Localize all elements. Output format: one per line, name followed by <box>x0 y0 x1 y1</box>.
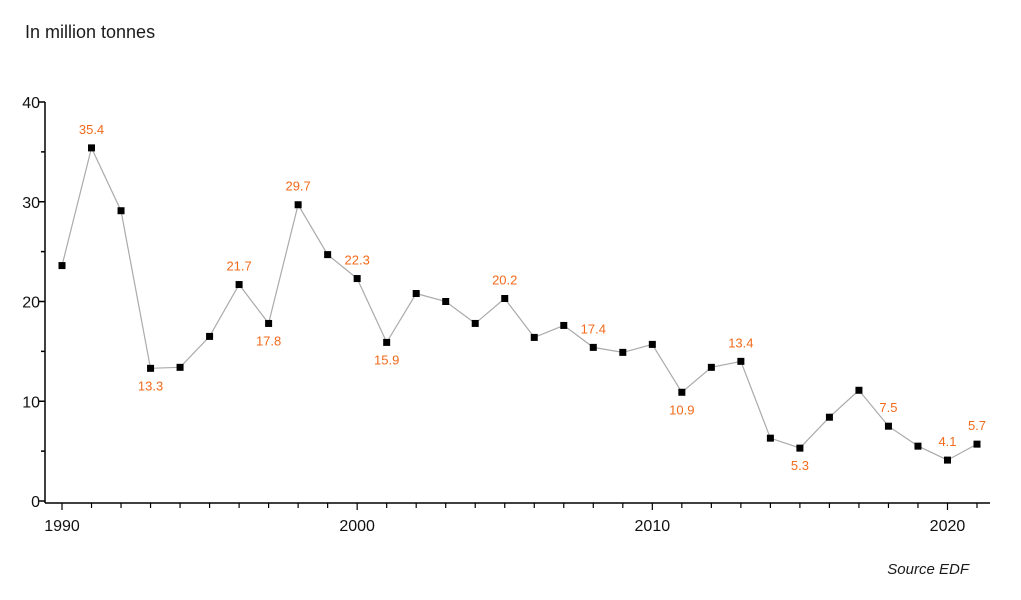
y-tick-label: 40 <box>22 95 40 112</box>
data-label-1996: 21.7 <box>226 259 251 274</box>
data-label-2001: 15.9 <box>374 352 399 367</box>
source-label: Source EDF <box>887 561 969 578</box>
data-point-2015 <box>796 444 804 452</box>
data-label-1998: 29.7 <box>285 179 310 194</box>
data-label-2015: 5.3 <box>791 458 809 473</box>
x-tick-label: 2000 <box>339 518 375 535</box>
data-point-2000 <box>353 275 361 283</box>
data-point-2005 <box>501 295 509 303</box>
data-point-1990 <box>58 262 66 270</box>
data-labels: 35.4 13.3 21.7 17.8 29.7 22.3 15.9 20.2 17.4 10.9… <box>79 122 986 473</box>
data-point-1995 <box>206 332 214 340</box>
data-point-2007 <box>560 321 568 329</box>
data-point-2004 <box>471 319 479 327</box>
data-point-1992 <box>117 207 125 215</box>
x-tick-label: 2010 <box>635 518 671 535</box>
data-label-1993: 13.3 <box>138 378 163 393</box>
data-point-2010 <box>648 340 656 348</box>
data-point-2001 <box>383 338 391 346</box>
data-label-2013: 13.4 <box>728 335 753 350</box>
data-label-1991: 35.4 <box>79 122 104 137</box>
data-point-2002 <box>412 290 420 298</box>
data-point-1994 <box>176 363 184 371</box>
data-point-1997 <box>265 319 273 327</box>
data-point-2011 <box>678 388 686 396</box>
data-point-2019 <box>914 442 922 450</box>
y-tick-label: 30 <box>22 195 40 212</box>
data-label-2021: 5.7 <box>968 418 986 433</box>
data-point-2003 <box>442 298 450 305</box>
data-point-1991 <box>88 144 96 152</box>
data-label-2011: 10.9 <box>669 402 694 417</box>
data-point-2016 <box>825 413 833 421</box>
series-polyline <box>61 146 978 461</box>
data-label-2000: 22.3 <box>345 253 370 268</box>
data-point-1993 <box>147 364 155 372</box>
data-point-1999 <box>324 251 332 259</box>
data-point-2009 <box>619 348 627 356</box>
y-tick-label: 0 <box>31 494 40 511</box>
data-point-2014 <box>766 434 774 442</box>
data-point-2017 <box>855 386 863 394</box>
y-tick-label: 10 <box>22 394 40 411</box>
data-points <box>58 144 981 464</box>
data-point-2020 <box>943 456 951 464</box>
x-tick-label: 2020 <box>930 518 966 535</box>
data-point-2006 <box>530 333 538 341</box>
data-point-2012 <box>707 363 715 371</box>
axes: 0 10 20 30 40 1990 2000 2010 2020 <box>22 95 990 535</box>
data-point-1996 <box>235 281 243 289</box>
data-point-2018 <box>884 422 892 430</box>
x-tick-label: 1990 <box>44 518 80 535</box>
y-tick-label: 20 <box>22 295 40 312</box>
data-label-2008: 17.4 <box>581 321 606 336</box>
data-label-2005: 20.2 <box>492 273 517 288</box>
data-point-1998 <box>294 201 302 209</box>
unit-label: In million tonnes <box>25 22 156 42</box>
series-line <box>61 146 978 461</box>
data-label-1997: 17.8 <box>256 333 281 348</box>
data-point-2008 <box>589 343 597 351</box>
data-point-2021 <box>973 440 981 448</box>
data-point-2013 <box>737 357 745 365</box>
data-label-2018: 7.5 <box>879 400 897 415</box>
data-label-2020: 4.1 <box>938 434 956 449</box>
